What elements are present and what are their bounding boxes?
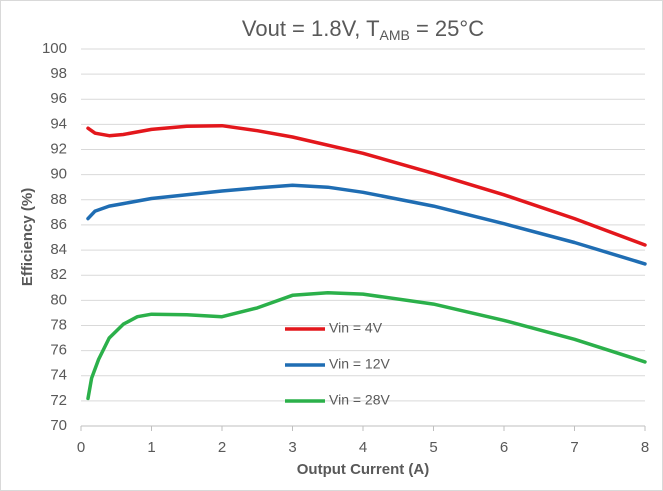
title-sub: AMB: [380, 27, 410, 43]
title-rest: = 25°C: [410, 16, 484, 41]
series-line: [86, 123, 647, 247]
y-tick-label: 82: [50, 266, 67, 283]
y-tick-label: 86: [50, 216, 67, 233]
x-tick-label: 0: [77, 439, 85, 456]
y-tick-label: 98: [50, 65, 67, 82]
y-tick-label: 94: [50, 115, 67, 132]
y-tick-label: 74: [50, 367, 67, 384]
y-tick-label: 96: [50, 90, 67, 107]
series-line: [86, 183, 647, 266]
x-tick-label: 1: [147, 439, 155, 456]
x-tick-label: 3: [288, 439, 296, 456]
x-tick-label: 5: [429, 439, 437, 456]
title-main: Vout = 1.8V, T: [242, 16, 380, 41]
legend-label: Vin = 28V: [329, 392, 391, 408]
y-tick-label: 78: [50, 316, 67, 333]
x-tick-label: 6: [500, 439, 508, 456]
x-axis-label: Output Current (A): [297, 461, 429, 478]
x-tick-label: 2: [218, 439, 226, 456]
y-tick-label: 76: [50, 342, 67, 359]
series-line: [86, 291, 647, 401]
y-tick-label: 88: [50, 191, 67, 208]
y-tick-label: 100: [42, 40, 67, 57]
y-tick-label: 72: [50, 392, 67, 409]
y-tick-label: 84: [50, 241, 67, 258]
legend-label: Vin = 12V: [329, 356, 391, 372]
x-tick-label: 7: [570, 439, 578, 456]
y-tick-label: 90: [50, 166, 67, 183]
y-tick-label: 92: [50, 141, 67, 158]
legend-label: Vin = 4V: [329, 320, 383, 336]
x-tick-label: 4: [359, 439, 367, 456]
y-tick-label: 80: [50, 291, 67, 308]
y-axis-label: Efficiency (%): [19, 188, 36, 286]
chart-title: Vout = 1.8V, TAMB = 25°C: [242, 16, 484, 43]
y-tick-label: 70: [50, 417, 67, 434]
x-tick-label: 8: [641, 439, 649, 456]
